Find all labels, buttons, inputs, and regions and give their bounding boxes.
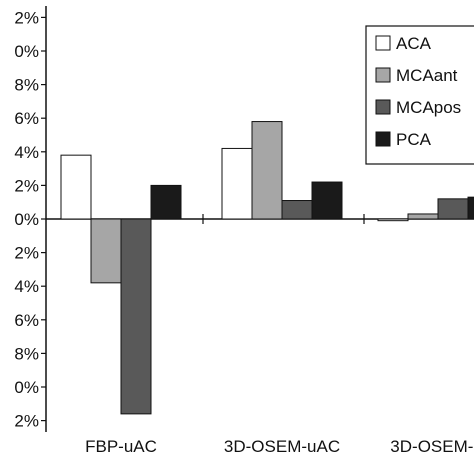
bar-mcaant-1 — [251, 121, 283, 220]
y-tick-label: 0% — [14, 378, 39, 397]
bar-pca-2 — [467, 196, 474, 220]
y-axis-ticks: 2% 0% 8% 6% 4% 2% 0% 2% 4% 6% 8% 0% 2% — [14, 8, 46, 431]
legend: ACA MCAant MCApos PCA — [365, 25, 474, 165]
y-tick-label: 6% — [14, 109, 39, 128]
y-tick-label: 0% — [14, 42, 39, 61]
y-tick-label: 6% — [14, 311, 39, 330]
bar-mcaant-2 — [407, 213, 439, 220]
bar-series — [60, 121, 474, 415]
bar-mcapos-2 — [437, 198, 469, 220]
bar-pca-0 — [150, 184, 182, 220]
bar-pca-1 — [311, 181, 343, 220]
legend-label-aca: ACA — [396, 34, 432, 53]
legend-label-mcaant: MCAant — [396, 66, 458, 85]
legend-swatch-pca — [375, 131, 391, 147]
y-tick-label: 8% — [14, 344, 39, 363]
bar-aca-2 — [377, 218, 409, 222]
legend-swatch-mcaant — [375, 67, 391, 83]
category-labels: FBP-uAC 3D-OSEM-uAC 3D-OSEM-C — [85, 437, 474, 456]
y-tick-label: 4% — [14, 143, 39, 162]
bar-aca-1 — [221, 147, 253, 220]
y-tick-label: 0% — [14, 210, 39, 229]
y-tick-label: 4% — [14, 277, 39, 296]
category-label: 3D-OSEM-C — [390, 437, 474, 456]
category-label: 3D-OSEM-uAC — [224, 437, 340, 456]
legend-label-mcapos: MCApos — [396, 98, 461, 117]
bar-mcaant-0 — [90, 218, 122, 284]
y-tick-label: 2% — [14, 244, 39, 263]
legend-label-pca: PCA — [396, 130, 432, 149]
y-tick-label: 2% — [14, 176, 39, 195]
bar-mcapos-1 — [281, 200, 313, 220]
y-tick-label: 2% — [14, 8, 39, 27]
legend-swatch-aca — [375, 35, 391, 51]
y-tick-label: 8% — [14, 76, 39, 95]
bar-mcapos-0 — [120, 218, 152, 415]
y-tick-label: 2% — [14, 412, 39, 431]
bar-aca-0 — [60, 154, 92, 220]
legend-swatch-mcapos — [375, 99, 391, 115]
x-axis-ticks — [202, 214, 365, 224]
category-label: FBP-uAC — [85, 437, 157, 456]
